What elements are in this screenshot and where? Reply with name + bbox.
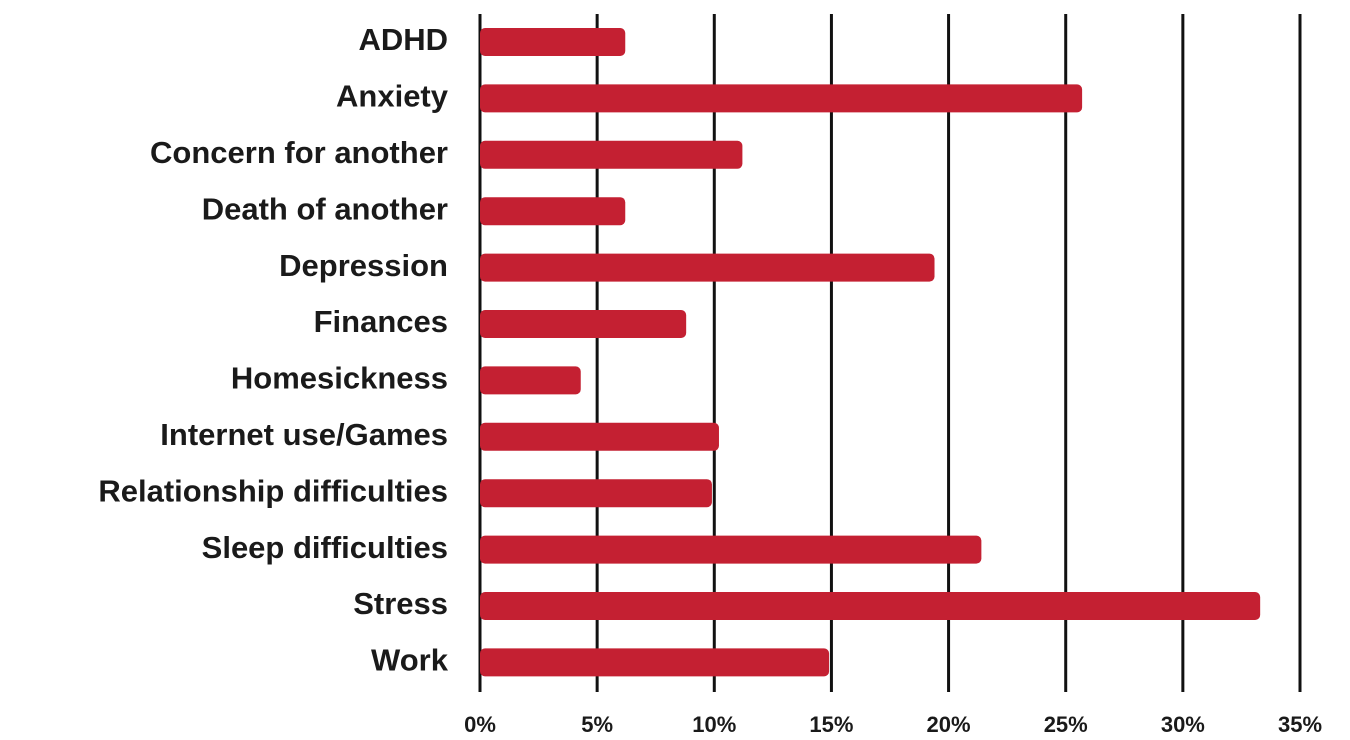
bar <box>480 253 935 282</box>
y-tick-label: Concern for another <box>150 135 448 170</box>
y-tick-label: Sleep difficulties <box>202 530 448 565</box>
bar <box>480 310 687 338</box>
bar <box>480 479 712 508</box>
y-tick-label: Work <box>371 643 449 678</box>
bar <box>480 366 581 395</box>
bar <box>480 648 830 677</box>
y-tick-label: Anxiety <box>336 79 449 114</box>
y-tick-label: ADHD <box>358 22 448 57</box>
y-tick-label: Death of another <box>202 191 448 226</box>
y-tick-label: Internet use/Games <box>160 417 448 452</box>
x-tick-label: 25% <box>1044 712 1088 737</box>
bar <box>480 422 719 451</box>
x-tick-label: 35% <box>1278 712 1322 737</box>
bar <box>480 84 1083 113</box>
bar <box>480 140 743 169</box>
y-tick-label: Relationship difficulties <box>98 473 448 508</box>
y-tick-label: Finances <box>314 304 448 339</box>
x-tick-label: 0% <box>464 712 496 737</box>
y-tick-label: Depression <box>279 248 448 283</box>
x-tick-label: 20% <box>927 712 971 737</box>
bar <box>480 197 626 226</box>
x-tick-label: 10% <box>692 712 736 737</box>
bar <box>480 535 982 564</box>
y-tick-label: Stress <box>353 586 448 621</box>
y-tick-label: Homesickness <box>231 361 448 396</box>
x-tick-label: 5% <box>581 712 613 737</box>
x-tick-label: 15% <box>809 712 853 737</box>
bar <box>480 592 1261 620</box>
bar <box>480 28 626 56</box>
x-tick-label: 30% <box>1161 712 1205 737</box>
